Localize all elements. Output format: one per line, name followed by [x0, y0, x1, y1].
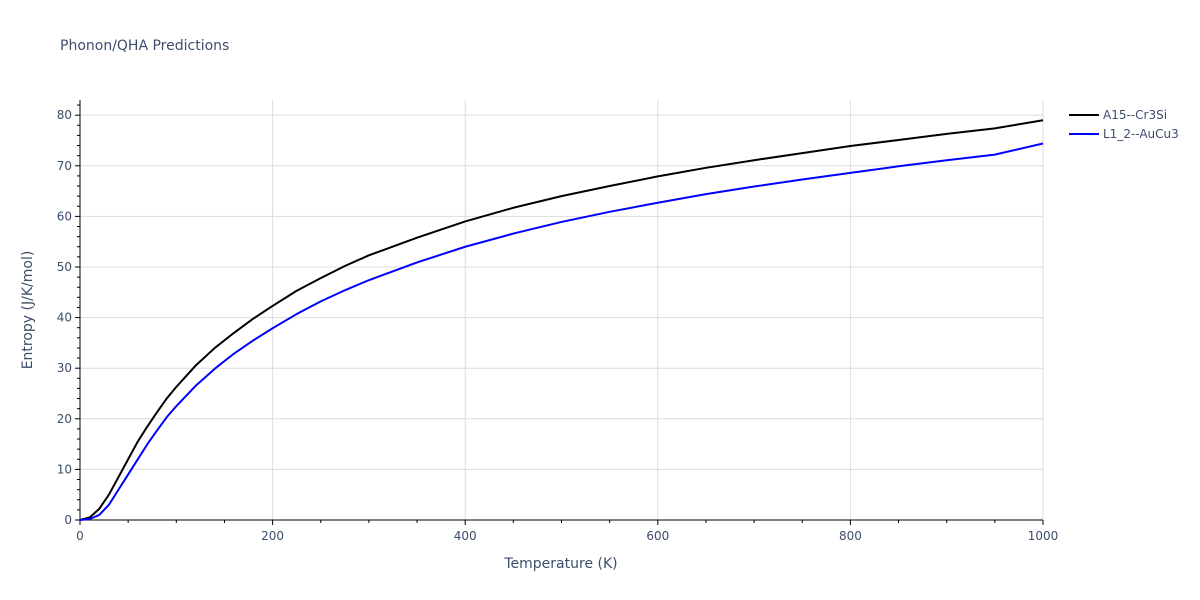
chart-title: Phonon/QHA Predictions: [60, 38, 229, 54]
legend-label-1: A15--Cr3Si: [1103, 108, 1167, 122]
x-tick-label: 0: [76, 529, 84, 543]
grid: [80, 100, 1044, 520]
series-layer: [79, 119, 1044, 521]
legend-label-2: L1_2--AuCu3: [1103, 127, 1179, 141]
y-tick-label: 50: [57, 260, 72, 274]
y-tick-label: 20: [57, 412, 72, 426]
y-axis-title: Entropy (J/K/mol): [20, 251, 36, 370]
x-tick-label: 200: [261, 529, 284, 543]
y-tick-label: 30: [57, 361, 72, 375]
x-axis-title: Temperature (K): [503, 556, 617, 572]
y-tick-label: 80: [57, 108, 72, 122]
y-tick-label: 40: [57, 311, 72, 325]
y-tick-label: 60: [57, 209, 72, 223]
legend: A15--Cr3Si L1_2--AuCu3: [1069, 108, 1179, 141]
x-tick-label: 1000: [1028, 529, 1059, 543]
y-tick-label: 70: [57, 159, 72, 173]
x-tick-label: 800: [839, 529, 862, 543]
x-tick-label: 400: [454, 529, 477, 543]
x-tick-label: 600: [646, 529, 669, 543]
series-line-2: [79, 142, 1044, 521]
y-tick-label: 10: [57, 462, 72, 476]
series-line-1: [79, 119, 1044, 521]
y-tick-label: 0: [64, 513, 72, 527]
